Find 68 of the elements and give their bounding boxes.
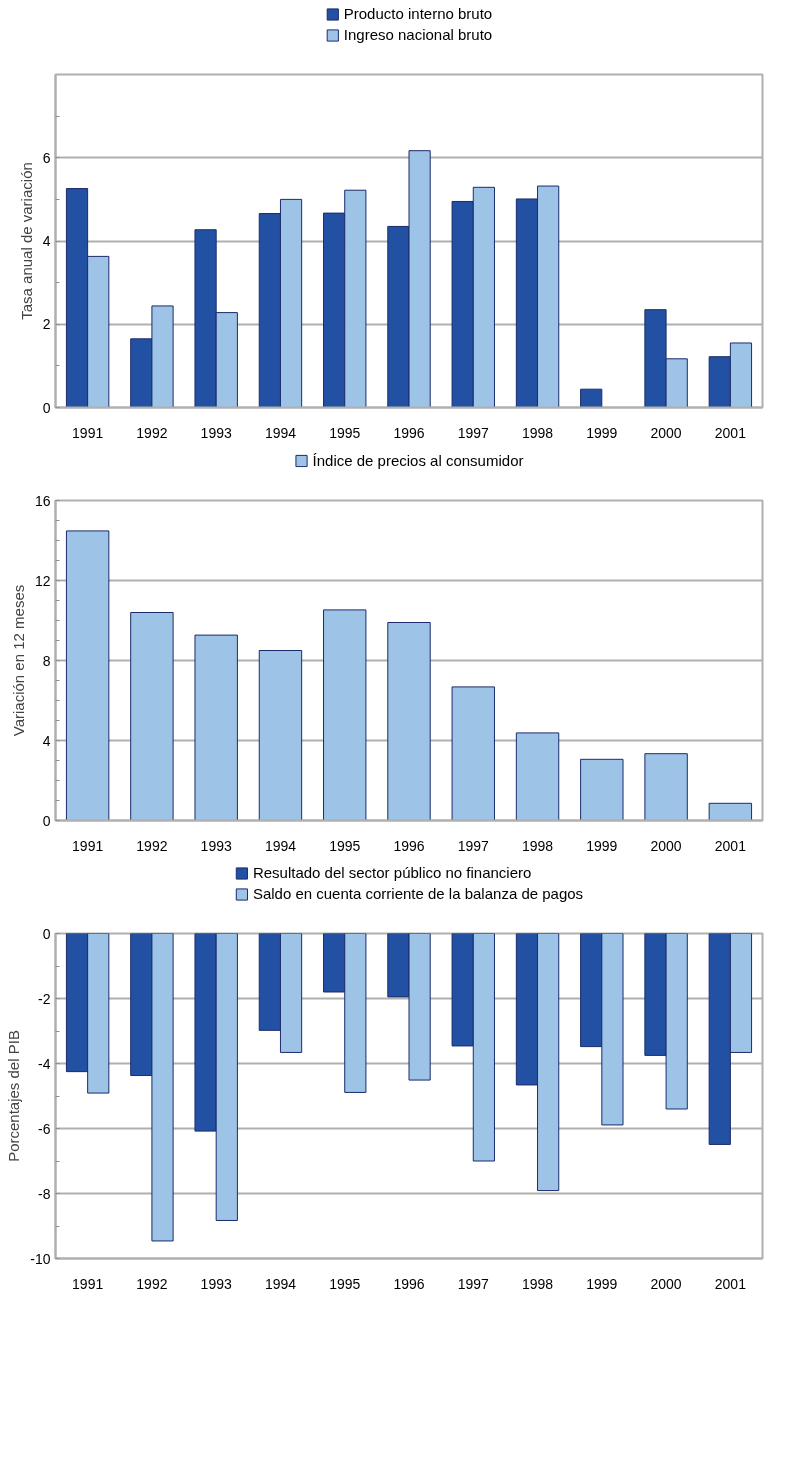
x-tick-label: 1997 [457,424,490,441]
x-tick-label: 1998 [521,1275,554,1292]
bar [65,530,110,821]
x-tick-label: 1996 [393,424,425,441]
y-axis-title: Variación en 12 meses [9,584,27,737]
bar [323,609,367,821]
y-tick-label: -4 [38,1055,51,1072]
x-tick-label: 1994 [264,837,297,854]
x-tick-label: 1997 [457,837,490,854]
bar [194,634,238,821]
y-tick-label: 8 [42,652,51,669]
x-tick-label: 2001 [714,424,747,441]
bar [387,622,431,821]
y-tick-label: -10 [30,1250,51,1267]
y-tick-label: 0 [42,399,51,416]
bar [258,650,303,821]
x-tick-label: 1998 [521,424,554,441]
y-tick-label: 16 [34,492,51,509]
x-tick-label: 1996 [393,1275,425,1292]
y-tick-label: -2 [38,990,51,1007]
y-tick-label: -8 [38,1185,51,1202]
y-tick-label: 2 [42,316,51,333]
legend-label: Saldo en cuenta corriente de la balanza de pagos [252,885,584,902]
bar [130,612,174,821]
legend-label: Índice de precios al consumidor [312,451,524,469]
y-tick-label: 4 [42,732,51,749]
x-tick-label: 1995 [329,1275,361,1292]
x-tick-label: 2001 [714,1275,747,1292]
x-tick-label: 1993 [200,424,232,441]
y-axis-title: Tasa anual de variación [17,162,35,320]
bar [580,758,624,821]
bar [451,686,495,821]
x-tick-label: 1996 [393,837,425,854]
x-tick-label: 2000 [650,424,682,441]
y-axis-title: Porcentajes del PIB [5,1030,23,1162]
x-tick-label: 1991 [72,424,104,441]
y-tick-label: 0 [42,812,51,829]
x-tick-label: 1999 [586,424,618,441]
x-tick-label: 1995 [329,837,361,854]
x-tick-label: 1994 [264,1275,297,1292]
x-tick-label: 2001 [714,837,747,854]
x-tick-label: 2000 [650,837,682,854]
legend-label: Resultado del sector público no financiero [252,864,532,881]
y-tick-label: 12 [34,572,51,589]
y-tick-label: 0 [42,925,51,942]
legend-label: Producto interno bruto [343,5,493,22]
bar [708,802,753,821]
bar [580,388,603,408]
bar [515,732,560,821]
x-tick-label: 1993 [200,837,232,854]
y-tick-label: 4 [42,233,51,249]
x-tick-label: 1999 [586,837,618,854]
x-tick-label: 1999 [586,1275,618,1292]
x-tick-label: 1992 [136,837,168,854]
x-tick-label: 1995 [329,424,361,441]
x-tick-label: 1997 [457,1275,490,1292]
x-tick-label: 1991 [72,837,104,854]
bar [644,753,688,821]
x-tick-label: 1993 [200,1275,232,1292]
x-tick-label: 1992 [136,1275,168,1292]
y-tick-label: 6 [42,149,51,166]
x-tick-label: 2000 [650,1275,682,1292]
x-tick-label: 1991 [72,1275,104,1292]
y-tick-label: -6 [38,1120,51,1137]
x-tick-label: 1992 [136,424,168,441]
legend-label: Ingreso nacional bruto [343,26,493,43]
x-tick-label: 1994 [264,424,297,441]
x-tick-label: 1998 [521,837,554,854]
